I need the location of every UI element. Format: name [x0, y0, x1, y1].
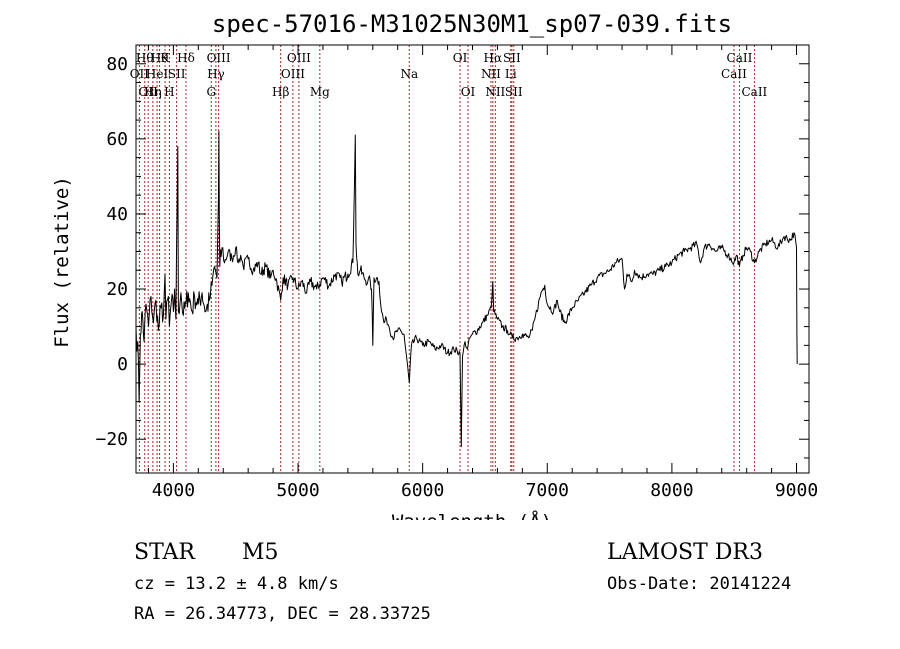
x-axis-ticks: 4000 5000 6000 7000 8000 9000 — [147, 45, 818, 501]
line-marker-label: CaII — [727, 51, 753, 65]
spectral-subclass: M5 — [242, 540, 279, 565]
redshift-value: cz = 13.2 ± 4.8 km/s — [134, 574, 339, 594]
y-tick-label: 20 — [106, 279, 128, 300]
y-axis-ticks: −20 0 20 40 60 80 — [95, 44, 809, 459]
line-marker-label: Hθ — [136, 51, 154, 65]
spectrum-chart: spec-57016-M31025N30M1_sp07-039.fits OII… — [51, 10, 818, 520]
y-axis-label: Flux (relative) — [51, 176, 73, 348]
x-tick-label: 9000 — [775, 480, 818, 501]
y-tick-label: 60 — [106, 129, 128, 150]
y-tick-label: 0 — [117, 354, 128, 375]
line-marker-label: OIII — [287, 51, 311, 65]
line-marker-label: CaII — [721, 67, 747, 81]
line-marker-label: OI — [453, 51, 468, 65]
line-marker-label: OIII — [207, 51, 231, 65]
x-tick-label: 5000 — [276, 480, 319, 501]
line-marker-label: SII — [505, 85, 523, 99]
observation-date: Obs-Date: 20141224 — [607, 574, 792, 594]
coordinates: RA = 26.34773, DEC = 28.33725 — [134, 604, 431, 624]
line-marker-label: Hγ — [207, 67, 225, 81]
line-marker-label: NII — [485, 85, 505, 99]
line-marker-label: H — [164, 85, 174, 99]
object-class: STAR — [134, 540, 195, 565]
line-marker-label: Hα — [484, 51, 503, 65]
x-tick-label: 6000 — [401, 480, 444, 501]
y-tick-label: 80 — [106, 54, 128, 75]
y-tick-label: 40 — [106, 204, 128, 225]
line-marker-label: K — [161, 51, 171, 65]
line-marker-label: Mg — [310, 85, 330, 99]
line-marker-label: Hδ — [177, 51, 195, 65]
line-marker-labels: OIIHθOIIHηHeIHθKHSIIHδGHγOIIIHβOIIIOIIIM… — [130, 51, 768, 99]
line-markers — [138, 45, 755, 473]
line-marker-label: Hη — [144, 85, 162, 99]
line-marker-label: OII — [139, 85, 159, 99]
chart-title: spec-57016-M31025N30M1_sp07-039.fits — [212, 10, 732, 38]
x-tick-label: 8000 — [650, 480, 693, 501]
line-marker-label: SII — [503, 51, 521, 65]
line-marker-label: Na — [400, 67, 418, 81]
line-marker-label: NII — [481, 67, 501, 81]
line-marker-label: SII — [168, 67, 186, 81]
line-marker-label: OII — [130, 67, 150, 81]
line-marker-label: Hθ — [151, 51, 169, 65]
line-marker-label: Li — [505, 67, 517, 81]
line-marker-label: G — [206, 85, 216, 99]
line-marker-label: Hβ — [272, 85, 289, 99]
line-marker-label: OIII — [281, 67, 305, 81]
survey-name: LAMOST DR3 — [607, 540, 763, 565]
x-tick-label: 7000 — [526, 480, 569, 501]
line-marker-label: OI — [461, 85, 476, 99]
y-tick-label: −20 — [95, 429, 128, 450]
line-marker-label: CaII — [741, 85, 767, 99]
x-axis-label: Wavelength (Å) — [392, 510, 552, 520]
x-tick-label: 4000 — [152, 480, 195, 501]
spectrum-line — [135, 130, 798, 448]
line-marker-label: HeI — [146, 67, 169, 81]
